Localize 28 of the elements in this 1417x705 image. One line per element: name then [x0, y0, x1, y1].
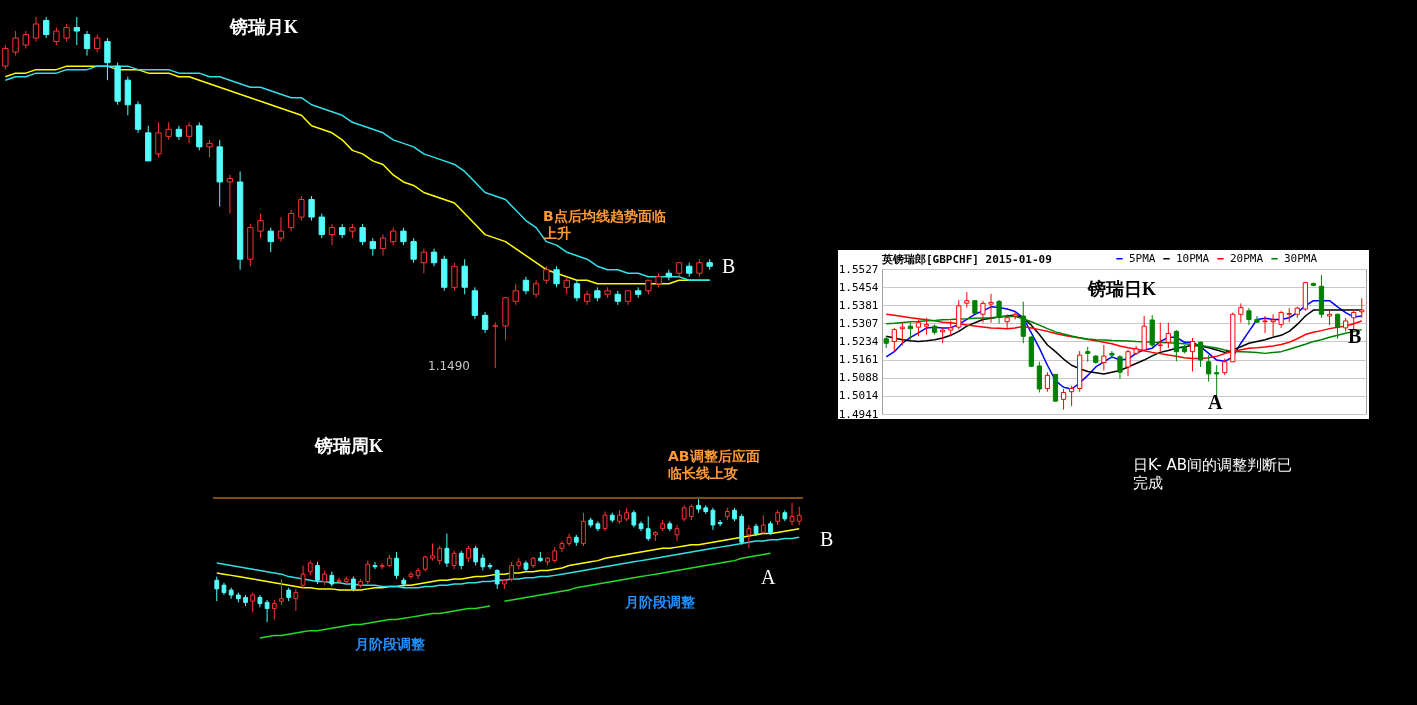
y-tick-label: 1.5161: [838, 353, 879, 367]
text: B: [820, 528, 834, 550]
annotation: B: [1348, 325, 1362, 347]
y-tick-label: 1.5454: [838, 280, 879, 294]
legend-label: 5PMA: [1129, 251, 1156, 265]
legend-label: 10PMA: [1176, 251, 1210, 265]
y-tick-label: 1.5014: [838, 389, 879, 403]
annotation: A: [1208, 391, 1223, 413]
annotation: 镑瑞日K: [1087, 279, 1157, 299]
legend-label: 30PMA: [1284, 251, 1318, 265]
annotation: 1.1490: [428, 359, 470, 373]
annotation: B点后均线趋势面临上升: [542, 208, 666, 241]
legend-label: 20PMA: [1230, 251, 1264, 265]
y-tick-label: 1.5088: [838, 371, 879, 385]
chart-title: 英镑瑞郎[GBPCHF] 2015-01-09: [881, 253, 1052, 266]
chart-title: 镑瑞月K: [229, 16, 299, 37]
y-tick-label: 1.5381: [838, 298, 879, 312]
text: 月阶段调整: [354, 636, 426, 652]
text: 日K- AB间的调整判断已完成: [1133, 456, 1292, 492]
annotation: 月阶段调整: [624, 594, 696, 610]
y-tick-label: 1.5234: [838, 335, 879, 348]
text: B: [722, 255, 736, 277]
annotation: A: [761, 566, 776, 588]
text: AB调整后应面临长线上攻: [668, 448, 760, 481]
y-tick-label: 1.4941: [838, 407, 879, 421]
chart-title: 镑瑞周K: [314, 436, 384, 456]
y-tick-label: 1.5527: [838, 262, 879, 276]
y-tick-label: 1.5307: [838, 316, 879, 330]
